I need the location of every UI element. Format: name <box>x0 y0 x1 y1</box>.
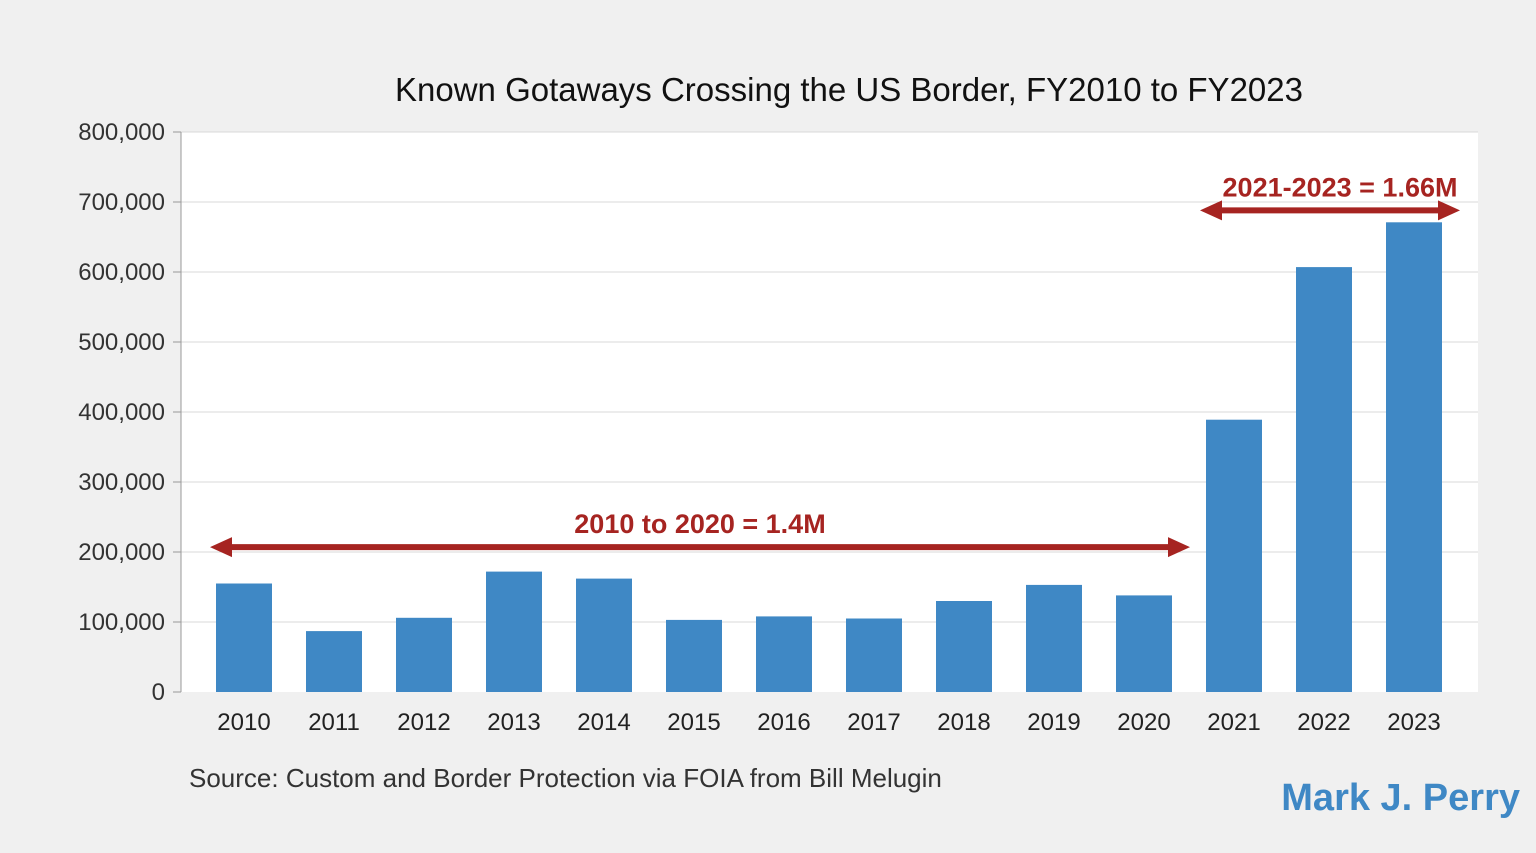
x-tick-label: 2015 <box>667 709 720 736</box>
bar-2022 <box>1296 267 1352 692</box>
x-tick-label: 2010 <box>217 709 270 736</box>
author-credit: Mark J. Perry <box>1281 777 1520 819</box>
range-annotation-2: 2021-2023 = 1.66M <box>1200 172 1460 221</box>
y-tick-label: 300,000 <box>78 469 165 496</box>
arrow-head-left <box>210 537 232 558</box>
bar-2020 <box>1116 595 1172 692</box>
bar-2012 <box>396 617 452 692</box>
x-tick-label: 2022 <box>1297 709 1350 736</box>
bar-2014 <box>576 578 632 692</box>
y-tick-label: 500,000 <box>78 329 165 356</box>
bar-2018 <box>936 601 992 692</box>
arrow-head-right <box>1168 537 1190 558</box>
y-tick-label: 400,000 <box>78 399 165 426</box>
arrow-head-right <box>1438 200 1460 221</box>
y-tick-label: 800,000 <box>78 119 165 146</box>
y-tick-label: 0 <box>152 679 165 706</box>
bar-2015 <box>666 619 722 692</box>
x-tick-label: 2019 <box>1027 709 1080 736</box>
bar-2017 <box>846 618 902 692</box>
x-tick-label: 2021 <box>1207 709 1260 736</box>
chart-title: Known Gotaways Crossing the US Border, F… <box>395 71 1303 108</box>
annotations: 2010 to 2020 = 1.4M 2021-2023 = 1.66M <box>210 172 1460 558</box>
range-annotation-1: 2010 to 2020 = 1.4M <box>210 509 1190 558</box>
x-tick-label: 2014 <box>577 709 630 736</box>
x-tick-label: 2023 <box>1387 709 1440 736</box>
range-annotation-label: 2010 to 2020 = 1.4M <box>574 509 825 539</box>
arrow-head-left <box>1200 200 1222 221</box>
x-tick-label: 2017 <box>847 709 900 736</box>
y-tick-label: 200,000 <box>78 539 165 566</box>
source-note: Source: Custom and Border Protection via… <box>189 763 942 793</box>
x-tick-label: 2018 <box>937 709 990 736</box>
x-tick-label: 2012 <box>397 709 450 736</box>
y-axis: 0 100,000 200,000 300,000 400,000 500,000 600,… <box>78 119 182 706</box>
x-tick-label: 2020 <box>1117 709 1170 736</box>
bar-2010 <box>216 583 272 692</box>
range-annotation-label: 2021-2023 = 1.66M <box>1223 172 1458 202</box>
y-tick-label: 700,000 <box>78 189 165 216</box>
bar-2021 <box>1206 419 1262 692</box>
x-axis: 2010 2011 2012 2013 2014 2015 2016 2017 2018 2019… <box>217 709 1440 736</box>
bar-2013 <box>486 571 542 692</box>
y-tick-label: 100,000 <box>78 609 165 636</box>
x-tick-label: 2016 <box>757 709 810 736</box>
bar-2023 <box>1386 222 1442 693</box>
bar-2019 <box>1026 584 1082 692</box>
bar-2016 <box>756 616 812 692</box>
x-tick-label: 2011 <box>308 709 360 736</box>
bars <box>216 222 1442 693</box>
bar-2011 <box>306 631 362 692</box>
y-tick-label: 600,000 <box>78 259 165 286</box>
x-tick-label: 2013 <box>487 709 540 736</box>
